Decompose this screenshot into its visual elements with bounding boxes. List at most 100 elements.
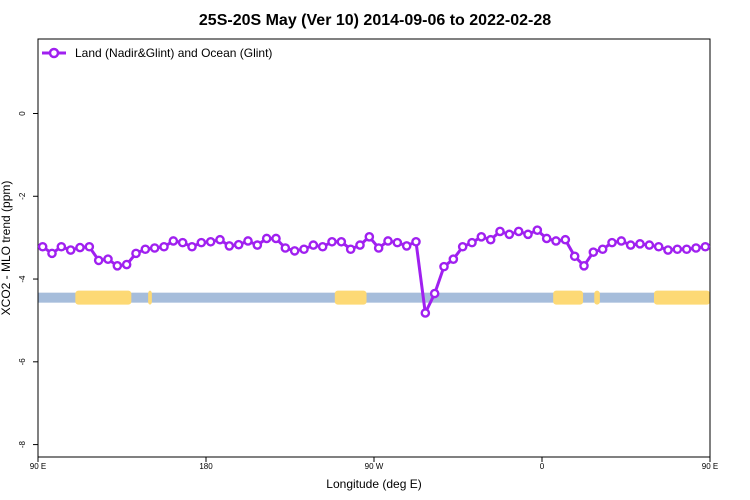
data-point: [121, 259, 132, 270]
data-point: [364, 232, 375, 242]
data-point: [523, 229, 533, 240]
data-point: [569, 251, 580, 262]
data-point: [56, 241, 67, 252]
data-point: [93, 255, 104, 266]
data-point: [663, 245, 673, 255]
data-point: [355, 240, 365, 250]
data-point: [635, 239, 645, 249]
data-point: [317, 241, 328, 252]
data-point: [383, 236, 393, 246]
data-point: [532, 225, 543, 236]
legend-marker-swatch: [48, 47, 60, 59]
series-layer: [37, 225, 711, 318]
data-point: [215, 234, 225, 245]
data-point: [672, 244, 683, 255]
data-point: [681, 244, 692, 255]
data-point: [448, 254, 459, 264]
land-segment: [594, 290, 600, 305]
y-tick-label: -4: [18, 275, 27, 283]
data-point: [411, 236, 421, 247]
data-point: [177, 237, 188, 248]
data-point: [243, 236, 253, 246]
y-axis-label: XCO2 - MLO trend (ppm): [0, 181, 13, 316]
legend: Land (Nadir&Glint) and Ocean (Glint): [42, 46, 272, 60]
x-tick-label: 90 E: [702, 462, 718, 471]
data-point: [149, 243, 160, 253]
y-axis: 0 -2 -4 -6 -8: [18, 111, 38, 448]
data-point: [597, 244, 608, 255]
data-point: [700, 241, 711, 252]
x-tick-label: 90 W: [365, 462, 384, 471]
data-point: [205, 236, 216, 247]
data-point: [252, 240, 263, 250]
data-point: [560, 234, 571, 245]
data-point: [37, 241, 48, 252]
data-point: [691, 243, 701, 253]
data-point: [429, 288, 440, 299]
land-segment: [75, 290, 132, 305]
land-segment: [334, 290, 367, 305]
data-point: [345, 244, 356, 255]
chart-title: 25S-20S May (Ver 10) 2014-09-06 to 2022-…: [199, 12, 551, 29]
data-point: [607, 237, 617, 248]
data-point: [541, 233, 552, 244]
data-point: [261, 233, 272, 244]
plot-area: [37, 38, 711, 458]
data-point: [103, 254, 113, 264]
data-point: [588, 247, 599, 257]
data-point: [327, 236, 337, 247]
data-point: [271, 233, 281, 244]
data-point: [439, 261, 449, 272]
y-tick-label: -6: [18, 358, 27, 366]
data-point: [187, 241, 197, 252]
data-point: [495, 226, 505, 237]
data-point: [336, 236, 347, 247]
data-point: [625, 240, 636, 250]
x-tick-label: 180: [199, 462, 213, 471]
data-point: [84, 241, 95, 252]
data-point: [224, 241, 235, 251]
land-segment: [654, 290, 710, 305]
land-segment: [148, 290, 152, 305]
data-point: [196, 237, 207, 248]
y-tick-label: -2: [18, 192, 27, 200]
data-point: [131, 248, 141, 259]
landmask-strip: [38, 290, 710, 305]
land-segment: [553, 290, 584, 305]
data-point: [392, 237, 403, 248]
y-tick-label: -8: [18, 440, 27, 448]
ocean-strip: [38, 292, 710, 303]
data-point: [420, 308, 431, 318]
data-point: [644, 240, 655, 250]
data-point: [159, 241, 169, 252]
data-point: [457, 241, 468, 252]
data-point: [504, 229, 515, 240]
data-point: [373, 243, 384, 253]
x-axis-label: Longitude (deg E): [326, 477, 421, 491]
data-point: [401, 241, 412, 251]
data-point: [140, 244, 151, 255]
data-point: [476, 232, 487, 242]
data-point: [513, 226, 524, 237]
data-point: [299, 244, 309, 255]
y-tick-label: 0: [18, 111, 27, 116]
data-point: [551, 236, 561, 246]
data-point: [653, 241, 664, 252]
data-point: [47, 248, 57, 259]
data-point: [467, 237, 477, 248]
data-point: [485, 234, 496, 245]
x-axis: 90 E 180 90 W 0 90 E: [30, 457, 718, 471]
data-point: [75, 242, 85, 253]
data-point: [308, 240, 319, 250]
data-point: [112, 260, 123, 271]
data-point: [289, 246, 300, 256]
data-point: [168, 236, 179, 246]
data-point: [65, 245, 76, 255]
x-tick-label: 0: [540, 462, 545, 471]
data-point: [280, 243, 291, 253]
data-point: [616, 236, 627, 246]
data-point: [579, 260, 589, 271]
legend-label: Land (Nadir&Glint) and Ocean (Glint): [75, 46, 272, 60]
data-point: [233, 239, 244, 250]
